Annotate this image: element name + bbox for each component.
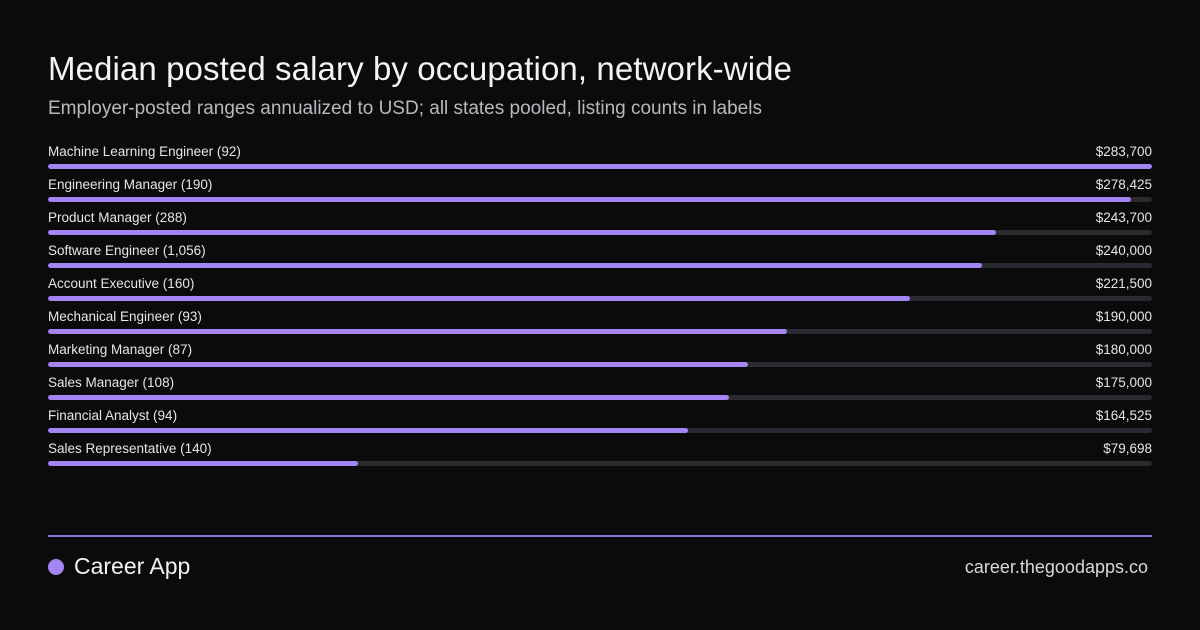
bar-row: Sales Manager (108) $175,000	[48, 373, 1152, 406]
bar-label: Marketing Manager (87)	[48, 342, 193, 357]
bar-track	[48, 395, 1152, 400]
bar-value-label: $190,000	[1095, 309, 1152, 324]
bar	[48, 296, 910, 301]
bar-label: Engineering Manager (190)	[48, 177, 213, 192]
bar-label: Product Manager (288)	[48, 210, 187, 225]
bar-label: Software Engineer (1,056)	[48, 243, 206, 258]
brand[interactable]: Career App	[48, 553, 190, 580]
bar-row: Product Manager (288) $243,700	[48, 208, 1152, 241]
bar-row: Marketing Manager (87) $180,000	[48, 340, 1152, 373]
bar-track	[48, 428, 1152, 433]
bar-value-label: $278,425	[1095, 177, 1152, 192]
bar-track	[48, 461, 1152, 466]
bar-row: Mechanical Engineer (93) $190,000	[48, 307, 1152, 340]
bar-row: Account Executive (160) $221,500	[48, 274, 1152, 307]
bar	[48, 362, 749, 367]
bar	[48, 230, 997, 235]
brand-name: Career App	[74, 553, 191, 579]
bar-chart: Machine Learning Engineer (92) $283,700 En…	[48, 142, 1152, 472]
bar-label: Machine Learning Engineer (92)	[48, 144, 241, 159]
bar	[48, 329, 788, 334]
bar-track	[48, 263, 1152, 268]
bar-track	[48, 296, 1152, 301]
site-url[interactable]: career.thegoodapps.co	[964, 557, 1148, 577]
footer-divider	[48, 535, 1152, 537]
bar-row: Financial Analyst (94) $164,525	[48, 406, 1152, 439]
brand-dot-icon	[48, 558, 64, 575]
chart-title: Median posted salary by occupation, netw…	[48, 50, 793, 87]
bar	[48, 395, 729, 400]
bar-track	[48, 230, 1152, 235]
bar-label: Sales Manager (108)	[48, 375, 175, 390]
bar-row: Software Engineer (1,056) $240,000	[48, 241, 1152, 274]
bar	[48, 263, 982, 268]
bar-label: Financial Analyst (94)	[48, 408, 178, 423]
bar-value-label: $240,000	[1095, 243, 1152, 258]
bar-value-label: $243,700	[1095, 210, 1152, 225]
chart-subtitle: Employer-posted ranges annualized to USD…	[48, 98, 762, 119]
bar-track	[48, 329, 1152, 334]
bar-value-label: $283,700	[1095, 144, 1152, 159]
bar-row: Sales Representative (140) $79,698	[48, 439, 1152, 472]
bar	[48, 461, 359, 466]
bar-value-label: $175,000	[1095, 375, 1152, 390]
bar-value-label: $164,525	[1095, 408, 1152, 423]
bar-value-label: $180,000	[1095, 342, 1152, 357]
bar-row: Machine Learning Engineer (92) $283,700	[48, 142, 1152, 175]
bar-label: Account Executive (160)	[48, 276, 195, 291]
bar-track	[48, 362, 1152, 367]
bar-label: Mechanical Engineer (93)	[48, 309, 202, 324]
bar	[48, 428, 689, 433]
bar-value-label: $79,698	[1103, 441, 1152, 456]
bar	[48, 164, 1152, 169]
bar-label: Sales Representative (140)	[48, 441, 212, 456]
bar-value-label: $221,500	[1095, 276, 1152, 291]
bar-track	[48, 197, 1152, 202]
bar	[48, 197, 1132, 202]
bar-row: Engineering Manager (190) $278,425	[48, 175, 1152, 208]
bar-track	[48, 164, 1152, 169]
